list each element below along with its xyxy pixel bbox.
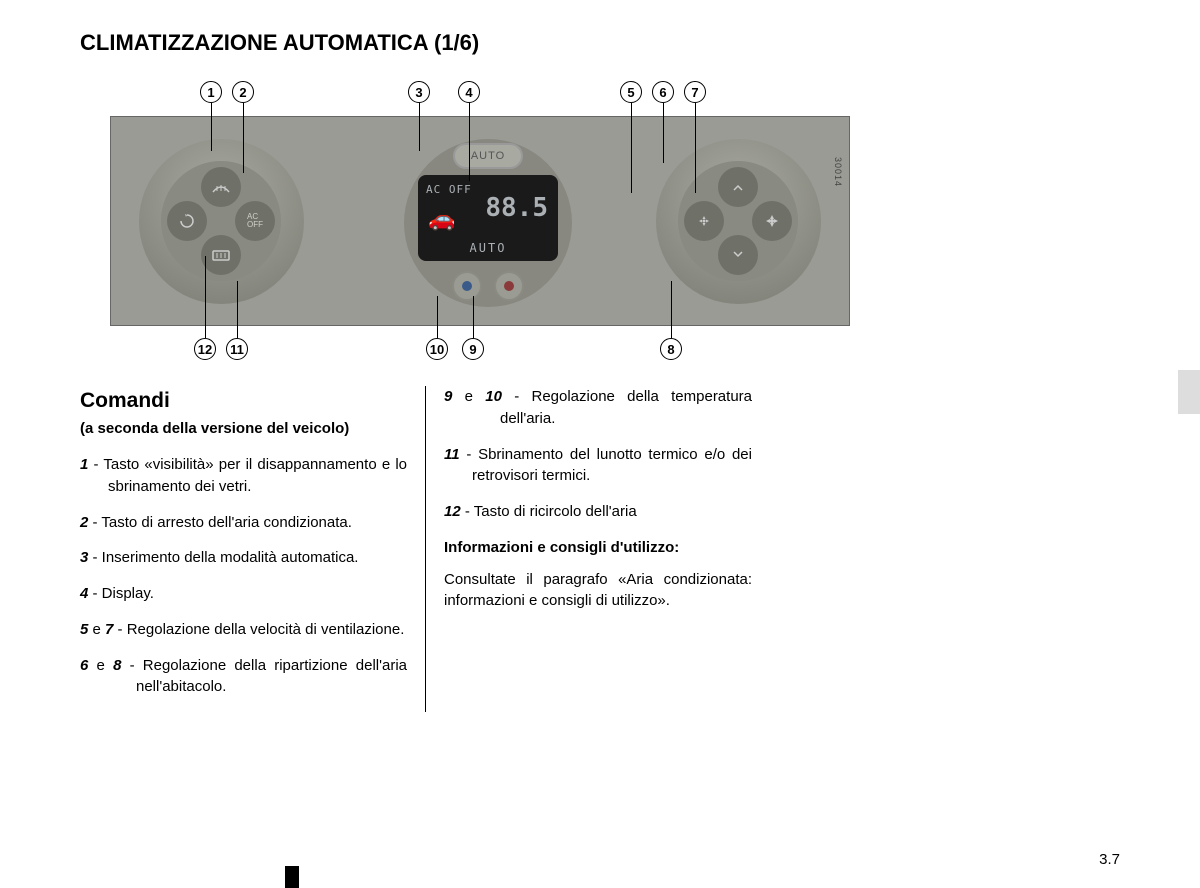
auto-button[interactable]: AUTO: [453, 143, 523, 169]
callout-11: 11: [226, 338, 248, 360]
display-screen: AC OFF 🚗 88.5 AUTO: [418, 175, 558, 261]
list-item-6: 6 e 8 - Regolazione della ripartizione d…: [80, 655, 407, 699]
leader-2: [243, 103, 244, 173]
temp-buttons: [452, 271, 524, 301]
right-dial: [656, 139, 821, 304]
page-title: CLIMATIZZAZIONE AUTOMATICA (1/6): [80, 30, 1120, 56]
callout-8: 8: [660, 338, 682, 360]
left-dial: ACOFF: [139, 139, 304, 304]
middle-column: 9 e 10 - Regolazione della temperatura d…: [425, 386, 770, 712]
left-dial-inner: ACOFF: [161, 161, 281, 281]
list-item-2: 2 - Tasto di arresto dell'aria condizion…: [80, 512, 407, 534]
page-number: 3.7: [1099, 851, 1120, 868]
callout-2: 2: [232, 81, 254, 103]
climate-panel: ACOFF AUTO AC OFF 🚗 88.5 AUTO: [110, 116, 850, 326]
callout-12: 12: [194, 338, 216, 360]
leader-3: [419, 103, 420, 151]
list-item-11: 11 - Sbrinamento del lunotto termico e/o…: [444, 444, 752, 488]
ac-off-button[interactable]: ACOFF: [235, 201, 275, 241]
visibility-button[interactable]: [201, 167, 241, 207]
list-item-12: 12 - Tasto di ricircolo dell'aria: [444, 501, 752, 523]
callout-1: 1: [200, 81, 222, 103]
leader-10: [437, 296, 438, 338]
air-distribution-up[interactable]: [718, 167, 758, 207]
list-item-4: 4 - Display.: [80, 583, 407, 605]
callout-3: 3: [408, 81, 430, 103]
side-tab-mark: [1178, 370, 1200, 414]
right-dial-inner: [678, 161, 798, 281]
defrost-front-icon: [211, 180, 231, 194]
defrost-rear-icon: [211, 248, 231, 262]
red-dot-icon: [504, 281, 514, 291]
reference-number: 30014: [833, 157, 843, 187]
text-columns: Comandi (a seconda della versione del ve…: [80, 386, 1120, 712]
display-temperature: 88.5: [485, 193, 548, 223]
callout-4: 4: [458, 81, 480, 103]
display-auto-label: AUTO: [470, 241, 507, 255]
center-module: AUTO AC OFF 🚗 88.5 AUTO: [404, 139, 572, 307]
blue-dot-icon: [462, 281, 472, 291]
list-item-3: 3 - Inserimento della modalità automatic…: [80, 547, 407, 569]
leader-4: [469, 103, 470, 181]
info-text: Consultate il paragrafo «Aria condiziona…: [444, 569, 752, 613]
fan-speed-down[interactable]: [684, 201, 724, 241]
leader-8: [671, 281, 672, 338]
section-subheading: (a seconda della versione del veicolo): [80, 418, 407, 440]
temp-up-button[interactable]: [494, 271, 524, 301]
leader-5: [631, 103, 632, 193]
fan-icon: [765, 214, 779, 228]
callout-6: 6: [652, 81, 674, 103]
section-heading: Comandi: [80, 386, 407, 416]
leader-9: [473, 296, 474, 338]
fan-speed-up[interactable]: [752, 201, 792, 241]
recirc-icon: [179, 213, 195, 229]
air-up-icon: [731, 180, 745, 194]
air-down-icon: [731, 248, 745, 262]
leader-1: [211, 103, 212, 151]
control-panel-diagram: ACOFF AUTO AC OFF 🚗 88.5 AUTO: [100, 76, 870, 366]
fan-small-icon: [698, 215, 710, 227]
recirculation-button[interactable]: [167, 201, 207, 241]
air-distribution-down[interactable]: [718, 235, 758, 275]
leader-12: [205, 256, 206, 338]
rear-defrost-button[interactable]: [201, 235, 241, 275]
list-item-1: 1 - Tasto «visibilità» per il disappanna…: [80, 454, 407, 498]
callout-7: 7: [684, 81, 706, 103]
callout-5: 5: [620, 81, 642, 103]
list-item-5: 5 e 7 - Regolazione della velocità di ve…: [80, 619, 407, 641]
info-heading: Informazioni e consigli d'utilizzo:: [444, 537, 752, 559]
bottom-crop-mark: [285, 866, 299, 888]
list-item-9-10: 9 e 10 - Regolazione della temperatura d…: [444, 386, 752, 430]
temp-down-button[interactable]: [452, 271, 482, 301]
callout-10: 10: [426, 338, 448, 360]
leader-7: [695, 103, 696, 193]
left-column: Comandi (a seconda della versione del ve…: [80, 386, 425, 712]
callout-9: 9: [462, 338, 484, 360]
leader-6: [663, 103, 664, 163]
leader-11: [237, 281, 238, 338]
car-icon: 🚗: [428, 207, 455, 232]
